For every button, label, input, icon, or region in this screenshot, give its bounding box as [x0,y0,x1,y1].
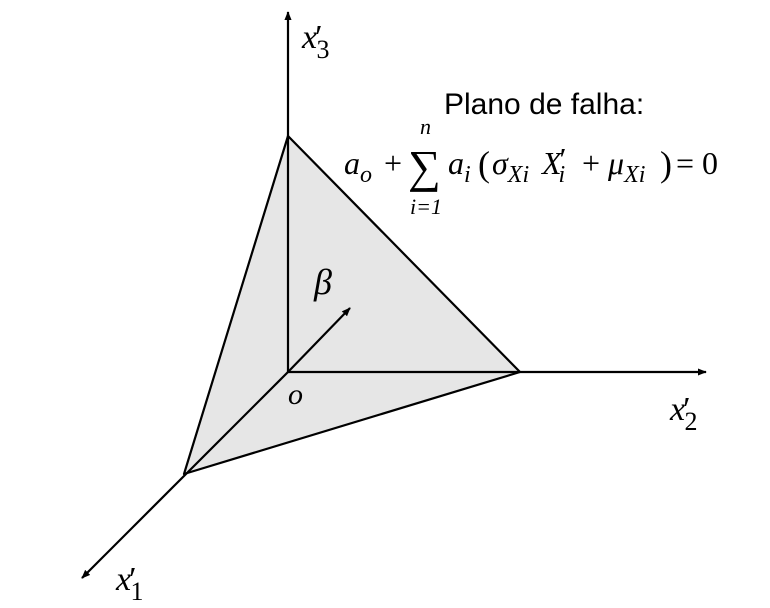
eq-lparen: ( [478,144,490,184]
axis-x2-label: x′2 [669,391,698,436]
plane-title: Plano de falha: [444,88,644,121]
axis-x1 [81,371,289,579]
eq-plus-1: + [384,145,402,181]
eq-rparen: ) [660,144,672,184]
eq-equals-zero: = 0 [676,145,718,181]
beta-vector [287,307,351,373]
axis-x3-label: x′3 [301,19,330,64]
axis-x1-label: x′1 [115,561,144,606]
eq-sum-sign: ∑ [408,141,441,192]
eq-a0: ao [344,145,372,188]
plane-equation: ao + ∑ n i=1 ai ( σXi X′i + μXi ) = 0 [344,114,718,219]
origin-label: o [288,378,303,411]
eq-Xi-prime: X′i [540,141,567,188]
eq-plus-2: + [582,145,600,181]
eq-ai: ai [448,145,471,188]
failure-plane [182,134,522,476]
eq-sum-lower: i=1 [410,194,442,219]
beta-label: β [313,262,332,302]
eq-mu-xi: μXi [607,145,645,188]
eq-sum-upper: n [420,114,431,139]
eq-sigma-xi: σXi [492,145,529,188]
